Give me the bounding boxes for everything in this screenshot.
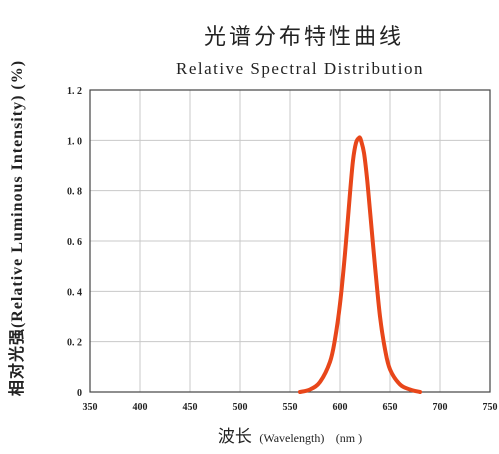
y-tick-label: 0. 2: [67, 338, 82, 349]
series-layer: [298, 135, 422, 394]
x-tick-label: 400: [133, 402, 148, 413]
x-tick-label: 350: [83, 402, 98, 413]
x-tick-label: 500: [233, 402, 248, 413]
chart-title: 光谱分布特性曲线: [204, 25, 404, 50]
x-axis-unit: (nm ): [336, 431, 362, 445]
x-axis-label-main: 波长: [218, 427, 252, 447]
x-tick-label: 450: [183, 402, 198, 413]
x-axis-label-paren: (Wavelength): [259, 431, 324, 445]
y-axis-label: 相对光强(Relative Luminous Intensity) (%): [7, 60, 26, 396]
chart-subtitle: Relative Spectral Distribution: [176, 59, 424, 78]
x-tick-labels: 350 400 450 500 550 600 650 700 750: [83, 402, 498, 413]
y-tick-labels: 0 0. 2 0. 4 0. 6 0. 8 1. 0 1. 2: [67, 86, 82, 399]
y-tick-label: 0. 6: [67, 237, 82, 248]
plot-frame: [89, 89, 491, 393]
grid: [90, 90, 490, 392]
x-tick-label: 600: [333, 402, 348, 413]
x-tick-label: 750: [483, 402, 498, 413]
y-tick-label: 1. 2: [67, 86, 82, 97]
y-tick-label: 0: [77, 388, 82, 399]
x-tick-label: 700: [433, 402, 448, 413]
y-tick-label: 0. 8: [67, 187, 82, 198]
y-tick-label: 1. 0: [67, 136, 82, 147]
x-tick-label: 550: [283, 402, 298, 413]
y-tick-label: 0. 4: [67, 287, 82, 298]
x-axis-label: 波长 (Wavelength) (nm ): [218, 427, 362, 447]
x-tick-label: 650: [383, 402, 398, 413]
spectrum-curve: [298, 135, 422, 394]
